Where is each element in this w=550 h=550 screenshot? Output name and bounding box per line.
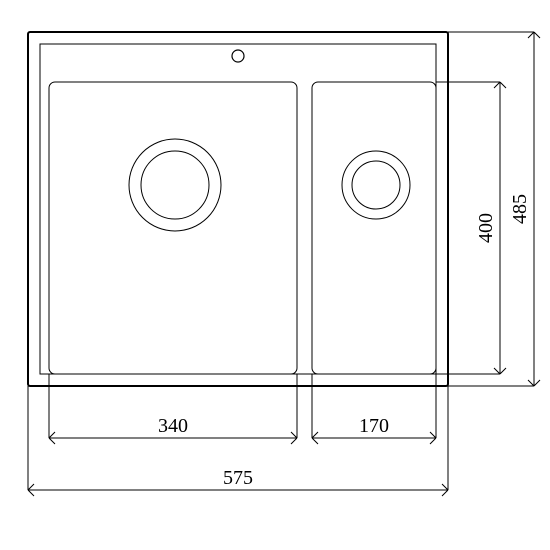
- dim-label: 340: [158, 415, 188, 437]
- dim-label: 400: [475, 213, 497, 243]
- sink-dimension-diagram: 340 170 575 400 485: [0, 0, 550, 550]
- dim-label: 485: [509, 194, 531, 224]
- dim-label: 575: [223, 467, 253, 489]
- dim-label: 170: [359, 415, 389, 437]
